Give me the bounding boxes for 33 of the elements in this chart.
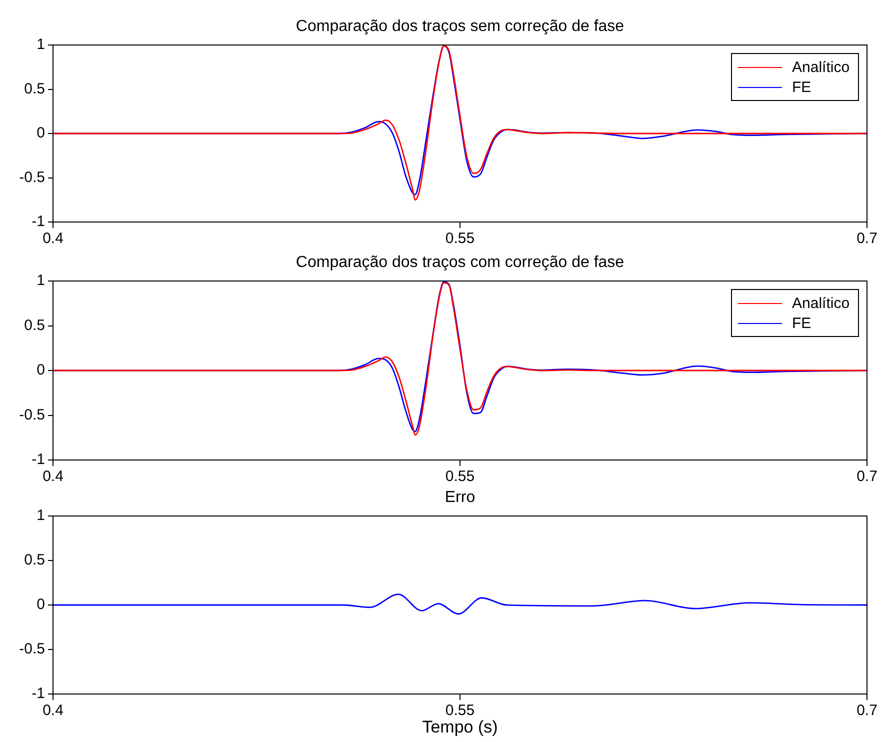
y-tick-label: -1 [32,685,45,702]
x-tick-label: 0.7 [856,702,878,720]
legend-label: Analítico [792,294,850,312]
y-tick-label: 0 [36,124,45,142]
legend-label: Analítico [792,58,850,76]
y-tick-label: -0.5 [19,168,45,186]
y-tick-label: 0 [36,362,45,379]
y-tick-label: 0.5 [24,316,45,334]
legend-label: FE [792,314,812,332]
x-tick-label: 0.55 [445,230,475,248]
x-tick-label: 0.7 [856,230,878,248]
chart-title: Erro [444,489,476,507]
y-tick-label: 0.5 [24,552,45,569]
y-tick-label: 1 [36,272,45,290]
y-tick-label: -1 [32,213,45,230]
x-tick-label: 0.4 [42,468,64,486]
y-tick-label: 0 [36,596,45,614]
x-tick-label: 0.4 [42,702,64,720]
y-tick-label: 1 [36,507,45,524]
x-axis-title: Tempo (s) [422,717,498,736]
x-tick-label: 0.7 [856,468,878,486]
y-tick-label: 1 [36,36,45,54]
y-tick-label: -0.5 [19,406,45,424]
x-tick-label: 0.55 [445,468,475,486]
y-tick-label: -1 [32,451,45,468]
line-series [53,594,867,615]
chart-title: Comparação dos traços com correção de fase [294,254,626,272]
chart-title: Comparação dos traços sem correção de fase [294,18,626,36]
x-tick-label: 0.55 [445,702,475,720]
x-tick-label: 0.4 [42,230,64,248]
legend-label: FE [792,78,812,96]
y-tick-label: 0.5 [24,80,45,98]
y-tick-label: -0.5 [19,640,45,658]
